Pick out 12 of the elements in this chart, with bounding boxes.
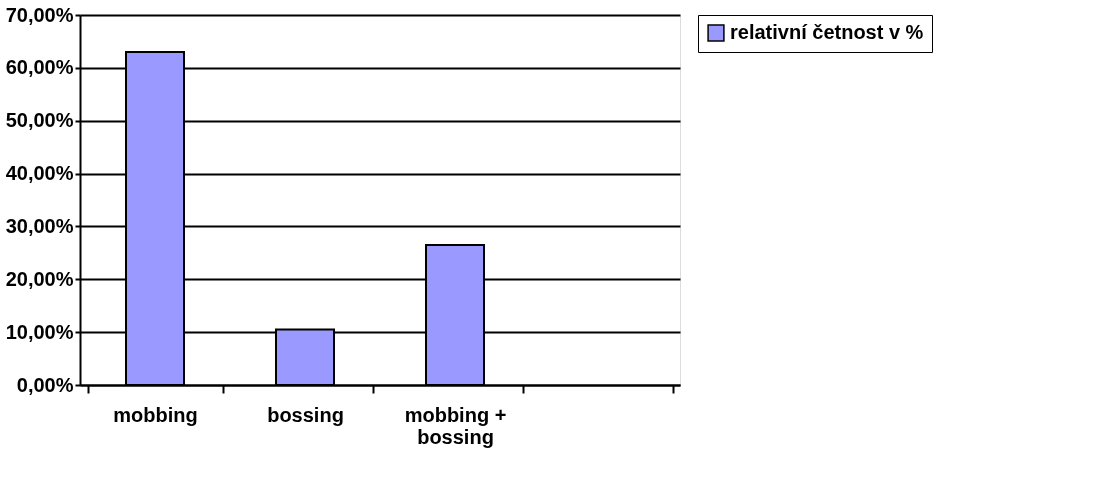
y-tick-label: 0,00% — [16, 373, 74, 396]
x-tick-label: mobbing + bossing — [404, 403, 507, 448]
y-tick-label: 40,00% — [5, 162, 74, 185]
y-tick-label: 10,00% — [5, 320, 74, 343]
x-tick-label: bossing — [267, 403, 344, 426]
y-tick-label: 60,00% — [5, 56, 74, 79]
y-tick-label: 50,00% — [5, 109, 74, 132]
y-tick-label: 20,00% — [5, 267, 74, 290]
y-tick-label: 70,00% — [5, 3, 74, 26]
legend-label: relativní četnost v % — [730, 21, 924, 43]
y-tick-label: 30,00% — [5, 214, 74, 237]
x-tick-label: mobbing — [113, 403, 198, 426]
